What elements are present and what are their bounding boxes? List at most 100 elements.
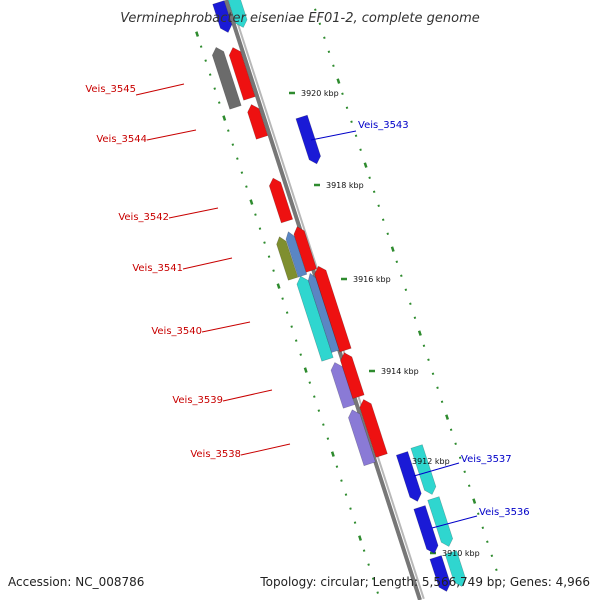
tick-mark	[258, 227, 262, 230]
tick-mark	[236, 157, 239, 160]
gene-arrow	[348, 409, 376, 467]
label-leader	[310, 130, 357, 141]
scale-label: 3912 kbp	[412, 457, 450, 466]
gene-label: Veis_3536	[479, 507, 530, 518]
gene-label: Veis_3541	[132, 263, 183, 274]
scale-labels: 3920 kbp 3918 kbp 3916 kbp 3914 kbp 3912 kbp…	[301, 89, 480, 558]
tick-mark	[344, 493, 348, 496]
label-leader	[168, 207, 219, 219]
accession-text: Accession: NC_008786	[8, 575, 144, 589]
tick-mark	[486, 540, 489, 543]
tick-mark	[222, 115, 227, 121]
tick-mark	[472, 498, 477, 504]
tick-mark	[390, 246, 395, 252]
tick-mark	[208, 73, 212, 76]
tick-mark	[431, 372, 435, 375]
tick-mark	[372, 190, 376, 193]
gene-label: Veis_3545	[85, 84, 136, 95]
gene-arrow	[296, 275, 334, 362]
tick-mark	[422, 344, 426, 347]
label-leader	[135, 83, 185, 96]
tick-mark	[427, 358, 430, 361]
gene-labels: Veis_3545 Veis_3544 Veis_3543 Veis_3542 Veis…	[85, 84, 529, 518]
scale-label: 3920 kbp	[301, 89, 339, 98]
gene-arrow	[314, 265, 352, 353]
tick-mark	[495, 568, 498, 571]
tick-mark	[481, 526, 485, 529]
gene-arrow	[228, 47, 256, 101]
tick-mark	[322, 423, 325, 426]
tick-mark	[349, 507, 352, 510]
tick-mark	[199, 45, 203, 48]
tick-mark	[440, 400, 444, 403]
tick-mark	[335, 465, 339, 468]
tick-mark	[371, 577, 375, 580]
gene-arrow	[359, 399, 388, 458]
tick-mark	[254, 213, 257, 216]
tick-mark	[313, 395, 316, 398]
tick-mark	[299, 353, 302, 356]
label-leader	[413, 462, 460, 477]
gene-label: Veis_3544	[96, 134, 147, 145]
tick-mark	[477, 512, 480, 515]
label-leaders	[135, 83, 478, 529]
tick-mark	[490, 554, 494, 557]
label-leader	[201, 321, 251, 333]
tick-mark	[326, 437, 330, 440]
tick-mark	[354, 134, 358, 137]
topology-text: Topology: circular; Length: 5,566,749 bp…	[259, 575, 590, 589]
gene-arrow	[429, 555, 451, 592]
tick-mark	[381, 218, 385, 221]
tick-mark	[249, 199, 254, 205]
tick-mark	[362, 549, 366, 552]
tick-mark	[341, 92, 344, 95]
tick-mark	[395, 260, 399, 263]
tick-mark	[332, 64, 335, 67]
gene-label: Veis_3538	[190, 449, 241, 460]
tick-mark	[449, 428, 453, 431]
gene-arrow	[247, 104, 269, 140]
tick-mark	[263, 241, 266, 244]
gene-label: Veis_3540	[151, 326, 202, 337]
gene-label: Veis_3542	[118, 212, 169, 223]
tick-mark	[345, 106, 349, 109]
tick-mark	[353, 521, 357, 524]
tick-mark	[195, 31, 200, 37]
tick-mark	[454, 442, 457, 445]
tick-mark	[445, 414, 450, 420]
gene-arrow	[307, 272, 340, 353]
gene-arrow	[444, 550, 466, 587]
gene-arrow	[293, 226, 317, 273]
tick-mark	[463, 470, 466, 473]
gene-arrow	[295, 114, 321, 165]
tick-mark	[303, 367, 308, 373]
gene-arrow	[227, 0, 248, 28]
gene-arrow	[427, 496, 454, 547]
tick-mark	[363, 162, 368, 168]
gene-arrow	[211, 46, 242, 110]
tick-mark	[330, 451, 335, 457]
tick-mark	[314, 8, 317, 11]
label-leader	[182, 257, 233, 270]
tick-mark	[404, 288, 408, 291]
gene-arrow	[276, 236, 299, 281]
gene-arrow	[268, 177, 294, 224]
tick-mark	[245, 185, 248, 188]
tick-mark	[377, 204, 380, 207]
tick-mark	[386, 232, 390, 235]
gene-label: Veis_3539	[172, 395, 223, 406]
tick-mark	[340, 479, 343, 482]
scale-label: 3918 kbp	[326, 181, 364, 190]
scale-label: 3914 kbp	[381, 367, 419, 376]
tick-mark	[358, 535, 362, 541]
gene-arrow	[395, 451, 422, 502]
tick-mark	[409, 302, 412, 305]
scale-label: 3916 kbp	[353, 275, 391, 284]
tick-mark	[285, 311, 289, 314]
gene-features	[211, 0, 466, 592]
label-leader	[240, 443, 291, 456]
tick-mark	[318, 22, 322, 25]
scale-label: 3910 kbp	[442, 549, 480, 558]
tick-mark	[231, 143, 235, 146]
